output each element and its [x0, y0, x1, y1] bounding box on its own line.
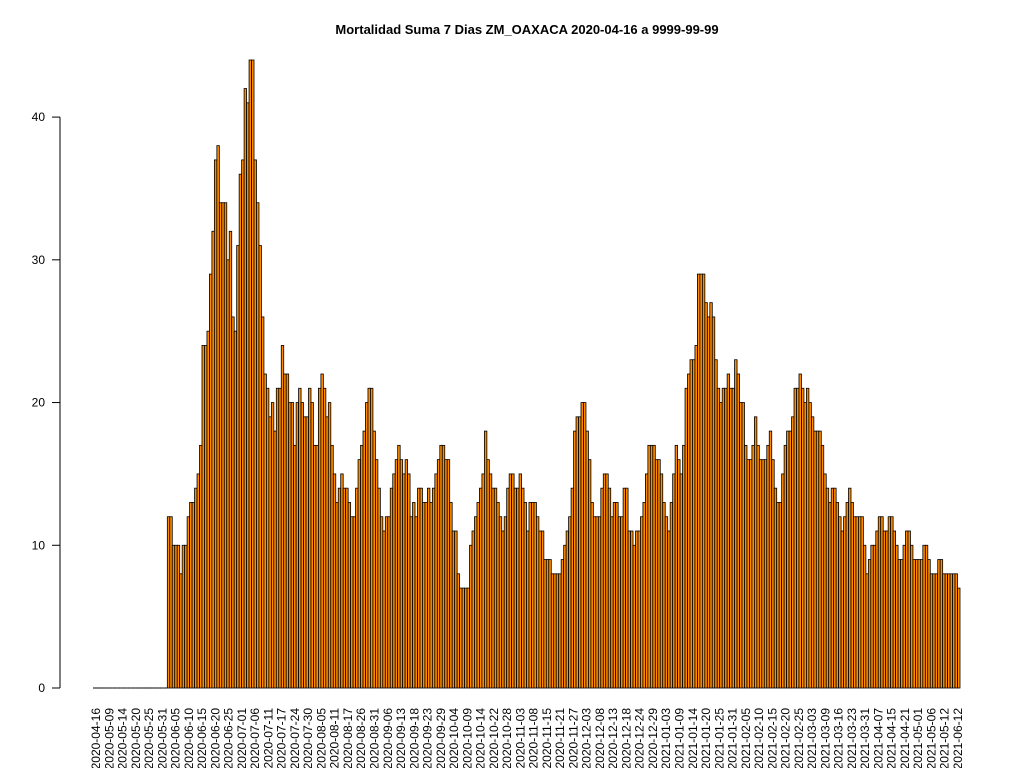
x-tick-label: 2020-07-11 [261, 708, 275, 768]
x-tick-label: 2021-01-31 [726, 708, 740, 768]
x-tick-label: 2021-04-07 [871, 708, 885, 768]
x-tick-label: 2021-01-20 [699, 708, 713, 768]
x-tick-label: 2021-06-12 [951, 708, 965, 768]
y-tick-label: 40 [32, 110, 46, 124]
x-tick-label: 2020-12-03 [580, 708, 594, 768]
x-tick-label: 2020-05-09 [102, 708, 116, 768]
x-tick-label: 2021-04-21 [898, 708, 912, 768]
x-tick-label: 2020-12-13 [606, 708, 620, 768]
x-tick-label: 2020-12-24 [633, 708, 647, 768]
x-tick-label: 2020-05-20 [129, 708, 143, 768]
x-tick-label: 2021-02-25 [792, 708, 806, 768]
x-tick-label: 2020-08-31 [367, 708, 381, 768]
y-tick-label: 30 [32, 253, 46, 267]
x-tick-label: 2020-06-15 [195, 708, 209, 768]
x-tick-label: 2020-07-06 [248, 708, 262, 768]
x-tick-label: 2021-01-03 [659, 708, 673, 768]
x-tick-label: 2020-09-06 [381, 708, 395, 768]
x-tick-label: 2020-08-26 [354, 708, 368, 768]
x-tick-label: 2020-10-14 [474, 708, 488, 768]
x-tick-label: 2020-10-22 [487, 708, 501, 768]
bar [957, 587, 961, 689]
x-tick-label: 2020-05-31 [155, 708, 169, 768]
x-tick-label: 2021-01-25 [712, 708, 726, 768]
x-tick-label: 2020-08-17 [341, 708, 355, 768]
x-tick-label: 2021-05-01 [911, 708, 925, 768]
y-tick-label: 20 [32, 396, 46, 410]
x-tick-label: 2020-07-30 [301, 708, 315, 768]
chart-title: Mortalidad Suma 7 Dias ZM_OAXACA 2020-04… [335, 22, 719, 37]
x-tick-label: 2020-11-08 [527, 708, 541, 768]
x-tick-label: 2020-09-29 [434, 708, 448, 768]
y-tick-label: 10 [32, 538, 46, 552]
x-tick-label: 2020-09-23 [421, 708, 435, 768]
x-tick-label: 2020-10-04 [447, 708, 461, 768]
x-tick-label: 2020-07-01 [235, 708, 249, 768]
x-tick-label: 2021-05-06 [924, 708, 938, 768]
y-tick-label: 0 [38, 681, 45, 695]
x-tick-label: 2021-03-16 [832, 708, 846, 768]
x-tick-label: 2021-02-15 [765, 708, 779, 768]
x-tick-label: 2020-11-15 [540, 708, 554, 768]
x-tick-label: 2021-03-31 [858, 708, 872, 768]
x-tick-label: 2020-06-25 [222, 708, 236, 768]
x-tick-label: 2021-03-03 [805, 708, 819, 768]
x-tick-label: 2020-05-25 [142, 708, 156, 768]
x-axis: 2020-04-16 2020-05-09 2020-05-14 2020-05-20… [89, 708, 965, 768]
x-tick-label: 2021-02-20 [779, 708, 793, 768]
x-tick-label: 2020-12-29 [646, 708, 660, 768]
x-tick-label: 2020-06-10 [182, 708, 196, 768]
y-axis: 0 10 20 30 40 [32, 110, 61, 695]
x-tick-label: 2020-10-09 [460, 708, 474, 768]
x-tick-label: 2021-03-09 [818, 708, 832, 768]
x-tick-label: 2020-08-05 [314, 708, 328, 768]
x-tick-label: 2021-03-23 [845, 708, 859, 768]
x-tick-label: 2020-11-27 [566, 708, 580, 768]
x-tick-label: 2020-07-24 [288, 708, 302, 768]
x-tick-label: 2020-07-17 [275, 708, 289, 768]
x-tick-label: 2020-06-20 [208, 708, 222, 768]
x-tick-label: 2020-10-28 [500, 708, 514, 768]
x-tick-label: 2021-01-14 [686, 708, 700, 768]
x-tick-label: 2020-09-18 [407, 708, 421, 768]
x-tick-label: 2020-04-16 [89, 708, 103, 768]
x-tick-label: 2021-02-05 [739, 708, 753, 768]
x-tick-label: 2020-12-08 [593, 708, 607, 768]
x-tick-label: 2020-08-11 [328, 708, 342, 768]
x-tick-label: 2020-09-13 [394, 708, 408, 768]
x-tick-label: 2021-04-15 [885, 708, 899, 768]
x-tick-label: 2020-12-18 [619, 708, 633, 768]
x-tick-label: 2020-11-21 [553, 708, 567, 768]
x-tick-label: 2020-06-05 [169, 708, 183, 768]
x-tick-label: 2021-05-12 [938, 708, 952, 768]
x-tick-label: 2021-02-10 [752, 708, 766, 768]
x-tick-label: 2020-05-14 [116, 708, 130, 768]
bars-group [93, 59, 961, 689]
x-tick-label: 2021-01-09 [673, 708, 687, 768]
x-tick-label: 2020-11-03 [513, 708, 527, 768]
